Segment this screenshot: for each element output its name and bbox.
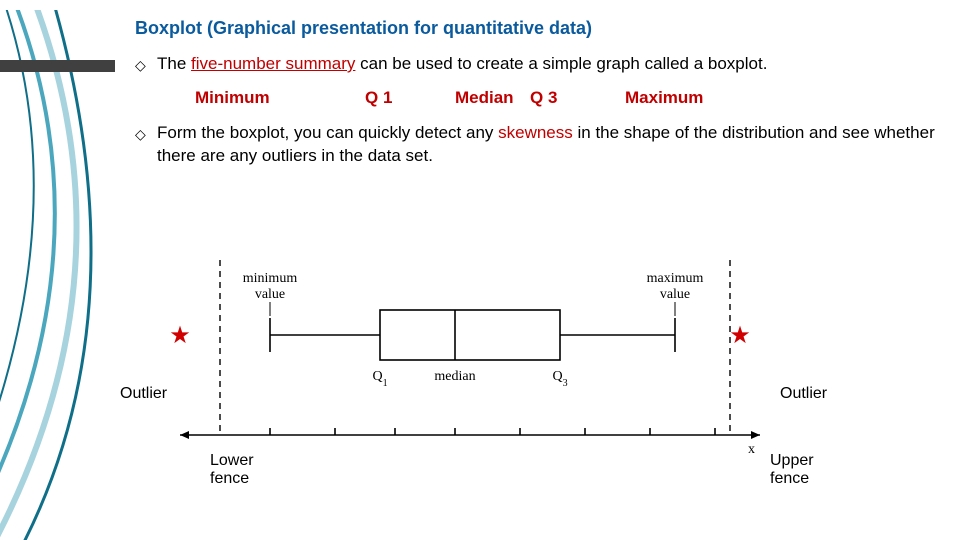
five-q3: Q 3 — [530, 88, 625, 108]
five-maximum: Maximum — [625, 88, 703, 108]
bullet-2-emphasis: skewness — [498, 123, 573, 142]
bullet-1-emphasis: five-number summary — [191, 54, 355, 73]
content-area: Boxplot (Graphical presentation for quan… — [135, 18, 935, 180]
svg-text:value: value — [255, 287, 285, 302]
svg-text:maximum: maximum — [647, 271, 704, 286]
svg-text:★: ★ — [169, 322, 191, 349]
bullet-2-text: Form the boxplot, you can quickly detect… — [157, 122, 935, 168]
svg-text:x: x — [748, 442, 755, 457]
bullet-1-text: The five-number summary can be used to c… — [157, 53, 935, 76]
svg-text:Q1: Q1 — [372, 369, 387, 389]
label-outlier-right: Outlier — [780, 385, 827, 403]
bullet-1-post: can be used to create a simple graph cal… — [355, 54, 767, 73]
bullet-2: ◇ Form the boxplot, you can quickly dete… — [135, 122, 935, 168]
label-outlier-left: Outlier — [120, 385, 167, 403]
five-median: Median — [455, 88, 530, 108]
diamond-icon: ◇ — [135, 56, 149, 75]
label-upper-fence: Upper fence — [770, 452, 840, 488]
leaf-decoration-icon — [0, 10, 140, 540]
bullet-1: ◇ The five-number summary can be used to… — [135, 53, 935, 76]
svg-text:★: ★ — [729, 322, 751, 349]
label-lower-fence: Lower fence — [210, 452, 280, 488]
slide: Boxplot (Graphical presentation for quan… — [0, 0, 960, 540]
svg-text:value: value — [660, 287, 690, 302]
five-q1: Q 1 — [365, 88, 455, 108]
diamond-icon: ◇ — [135, 125, 149, 144]
accent-bar — [0, 60, 115, 72]
svg-text:median: median — [434, 369, 475, 384]
svg-text:minimum: minimum — [243, 271, 298, 286]
svg-text:Q3: Q3 — [552, 369, 567, 389]
slide-title: Boxplot (Graphical presentation for quan… — [135, 18, 935, 39]
bullet-2-pre: Form the boxplot, you can quickly detect… — [157, 123, 498, 142]
five-minimum: Minimum — [195, 88, 365, 108]
bullet-1-pre: The — [157, 54, 191, 73]
boxplot-diagram: ★★minimumvaluemaximumvalueQ1medianQ3x Ou… — [120, 260, 860, 520]
five-number-row: Minimum Q 1 Median Q 3 Maximum — [195, 88, 935, 108]
